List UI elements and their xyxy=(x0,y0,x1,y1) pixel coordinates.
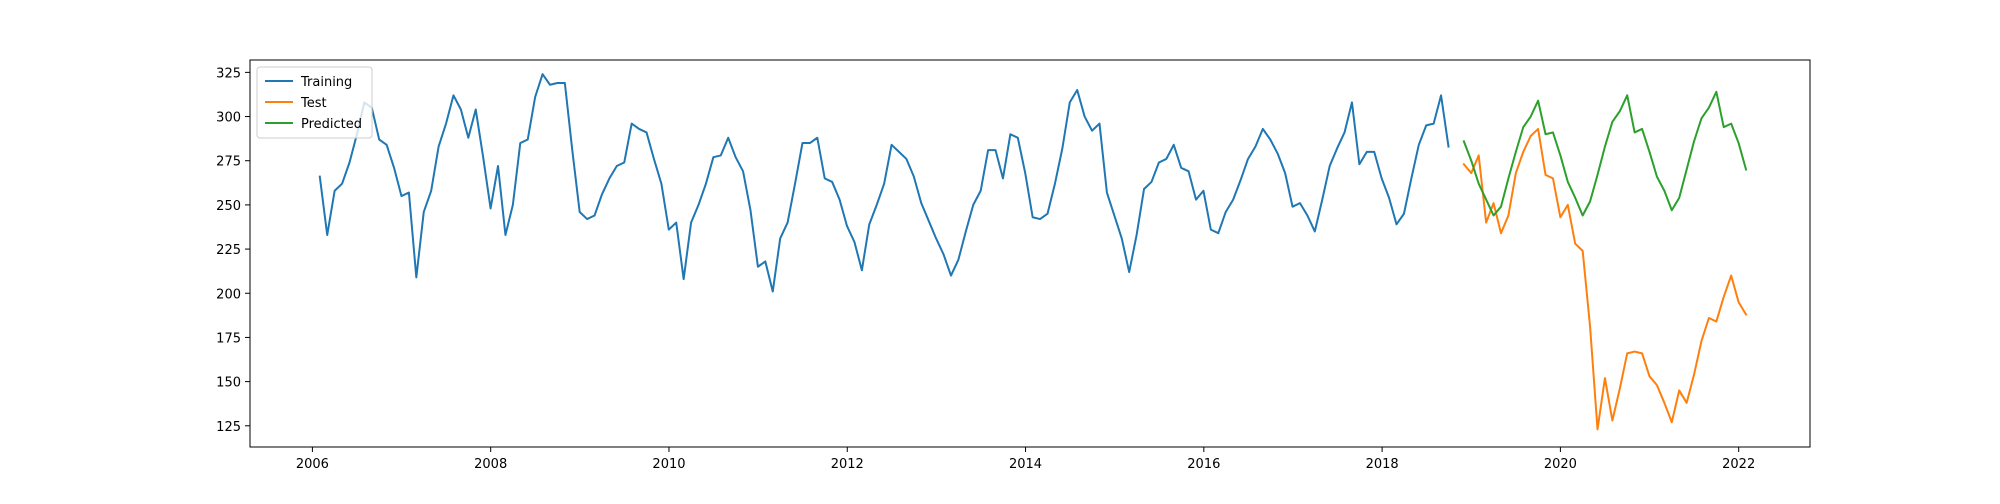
y-tick-label: 225 xyxy=(216,243,241,258)
legend-box xyxy=(256,66,373,139)
x-axis: 2006 2008 2010 2012 2014 2016 2018 2020 2022 xyxy=(296,447,1755,472)
x-tick-label: 2006 xyxy=(296,457,329,472)
y-tick-label: 150 xyxy=(216,376,241,391)
x-tick-label: 2010 xyxy=(652,457,685,472)
x-tick-label: 2020 xyxy=(1544,457,1577,472)
x-tick-label: 2022 xyxy=(1722,457,1755,472)
x-tick-label: 2008 xyxy=(474,457,507,472)
series-line-training xyxy=(318,73,1450,293)
y-tick-label: 175 xyxy=(216,331,241,346)
series-layer xyxy=(318,73,1748,431)
legend-label-test: Test xyxy=(300,96,327,111)
y-tick-label: 300 xyxy=(216,111,241,126)
y-tick-label: 325 xyxy=(216,66,241,81)
series-line-test xyxy=(1462,127,1748,431)
legend-label-predicted: Predicted xyxy=(301,117,362,132)
series-line-predicted xyxy=(1462,90,1748,217)
x-tick-label: 2014 xyxy=(1009,457,1042,472)
y-tick-label: 275 xyxy=(216,155,241,170)
x-tick-label: 2018 xyxy=(1366,457,1399,472)
y-tick-label: 200 xyxy=(216,287,241,302)
x-tick-label: 2016 xyxy=(1187,457,1220,472)
legend-label-training: Training xyxy=(300,75,352,90)
plot-frame xyxy=(249,59,1811,448)
x-tick-label: 2012 xyxy=(831,457,864,472)
y-tick-label: 250 xyxy=(216,199,241,214)
y-axis: 125 150 175 200 225 250 275 300 325 xyxy=(216,66,250,435)
legend: Training Test Predicted xyxy=(256,66,373,139)
y-tick-label: 125 xyxy=(216,420,241,435)
